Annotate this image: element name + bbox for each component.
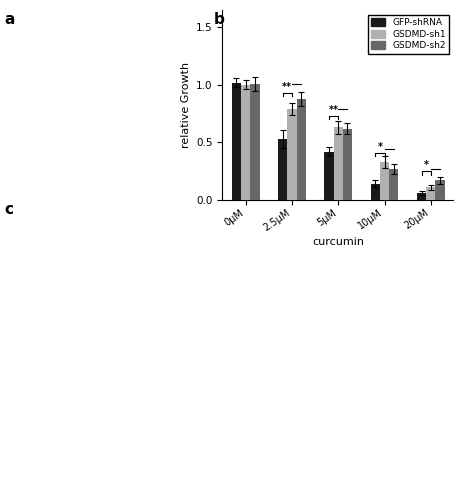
Bar xyxy=(343,128,352,200)
Bar xyxy=(287,109,296,200)
Text: *: * xyxy=(424,160,429,170)
Bar xyxy=(380,162,389,200)
Bar xyxy=(296,98,306,200)
Bar xyxy=(324,152,334,200)
Bar xyxy=(435,180,445,200)
Bar xyxy=(334,128,343,200)
Bar xyxy=(417,193,426,200)
Text: **: ** xyxy=(282,82,292,92)
Y-axis label: relative Growth: relative Growth xyxy=(181,62,191,148)
Bar xyxy=(250,84,260,200)
Bar xyxy=(426,188,435,200)
Bar xyxy=(232,82,241,200)
Text: **: ** xyxy=(329,105,339,115)
Bar xyxy=(278,139,287,200)
Text: a: a xyxy=(5,12,15,28)
Text: c: c xyxy=(5,202,14,218)
Legend: GFP-shRNA, GSDMD-sh1, GSDMD-sh2: GFP-shRNA, GSDMD-sh1, GSDMD-sh2 xyxy=(368,14,449,54)
Text: b: b xyxy=(213,12,224,28)
Text: *: * xyxy=(377,142,382,152)
Bar xyxy=(389,169,399,200)
Bar xyxy=(241,85,250,200)
X-axis label: curcumin: curcumin xyxy=(312,238,364,248)
Bar xyxy=(370,184,380,200)
